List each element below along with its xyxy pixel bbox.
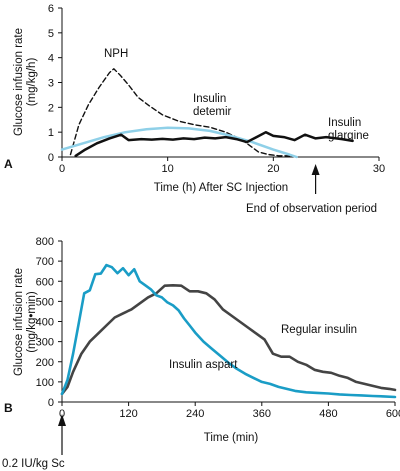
injection-annotation: 0.2 IU/kg Sc <box>2 414 66 470</box>
panel-b-series-labels: Regular insulin Insulin aspart <box>169 324 357 371</box>
annotation-arrow-head <box>311 164 320 175</box>
y-tick-label: 100 <box>36 377 54 389</box>
series-label-insulin-detemir: detemir <box>193 106 232 118</box>
annotation-text: 0.2 IU/kg Sc <box>2 458 65 470</box>
series-label-insulin-glargine: Insulin <box>328 117 361 129</box>
panel-a-series <box>60 68 354 159</box>
y-axis-label-line: Glucose infusion rate <box>13 268 25 376</box>
y-tick-label: 700 <box>36 256 54 268</box>
y-tick-label: 400 <box>36 317 54 329</box>
y-tick-label: 600 <box>36 276 54 288</box>
panel-b-axes: 0100200300400500600700800012024036048060… <box>36 236 400 420</box>
series-label-regular-insulin: Regular insulin <box>281 324 357 336</box>
y-tick-label: 200 <box>36 357 54 369</box>
panel-b-x-axis-label: Time (min) <box>204 432 259 444</box>
panel-a-letter: A <box>4 157 13 171</box>
series-line-insulin-detemir <box>60 126 298 159</box>
y-tick-label: 800 <box>36 236 54 248</box>
y-tick-label: 3 <box>48 78 54 90</box>
x-tick-label: 480 <box>319 408 337 420</box>
x-tick-label: 30 <box>373 163 385 175</box>
y-tick-label: 500 <box>36 296 54 308</box>
chart-panel-b: B Glucose infusion rate (mg/kg•min) 0 100 2… <box>2 236 400 470</box>
panel-a-axes: 0 1 2 3 4 5 6 0 10 20 30 <box>48 3 385 175</box>
panel-a-y-axis-label: Glucose infusion rate (mg/kg/h) <box>13 28 38 136</box>
x-tick-label: 120 <box>119 408 137 420</box>
series-label-insulin-detemir: Insulin <box>193 93 226 105</box>
y-axis-label-line: (mg/kg/h) <box>26 58 38 107</box>
y-axis-label-line: (mg/kg•min) <box>26 291 38 353</box>
series-label-insulin-glargine: glargine <box>328 130 369 142</box>
y-tick-label: 300 <box>36 337 54 349</box>
panel-a-x-axis-label: Time (h) After SC Injection <box>154 182 288 194</box>
x-tick-label: 360 <box>253 408 271 420</box>
end-of-observation-annotation: End of observation period <box>246 164 377 215</box>
x-tick-label: 240 <box>186 408 204 420</box>
y-tick-label: 5 <box>48 28 54 40</box>
annotation-arrow-head <box>58 414 66 426</box>
annotation-text: End of observation period <box>246 203 377 215</box>
panel-b-letter: B <box>4 401 13 415</box>
x-tick-label: 600 <box>386 408 400 420</box>
series-line-regular-insulin <box>60 283 397 396</box>
panel-b-series <box>60 263 397 399</box>
series-line-nph <box>69 68 292 157</box>
y-tick-label: 6 <box>48 3 54 15</box>
panel-b-y-axis-label: Glucose infusion rate (mg/kg•min) <box>13 268 38 376</box>
series-label-insulin-aspart: Insulin aspart <box>169 359 238 371</box>
y-tick-label: 2 <box>48 102 54 114</box>
y-tick-label: 4 <box>48 53 54 65</box>
x-tick-label: 10 <box>162 163 174 175</box>
x-tick-label: 0 <box>59 163 65 175</box>
series-label-nph: NPH <box>104 48 128 60</box>
y-tick-label: 1 <box>48 127 54 139</box>
x-tick-label: 20 <box>267 163 279 175</box>
chart-panel-a: A Glucose infusion rate (mg/kg/h) 0 1 2 3 4 5 6… <box>4 3 385 215</box>
series-line-insulin-glargine <box>74 130 354 158</box>
y-tick-label: 0 <box>48 397 54 409</box>
y-axis-label-line: Glucose infusion rate <box>13 28 25 136</box>
series-line-insulin-aspart <box>60 263 397 399</box>
y-tick-label: 0 <box>48 152 54 164</box>
